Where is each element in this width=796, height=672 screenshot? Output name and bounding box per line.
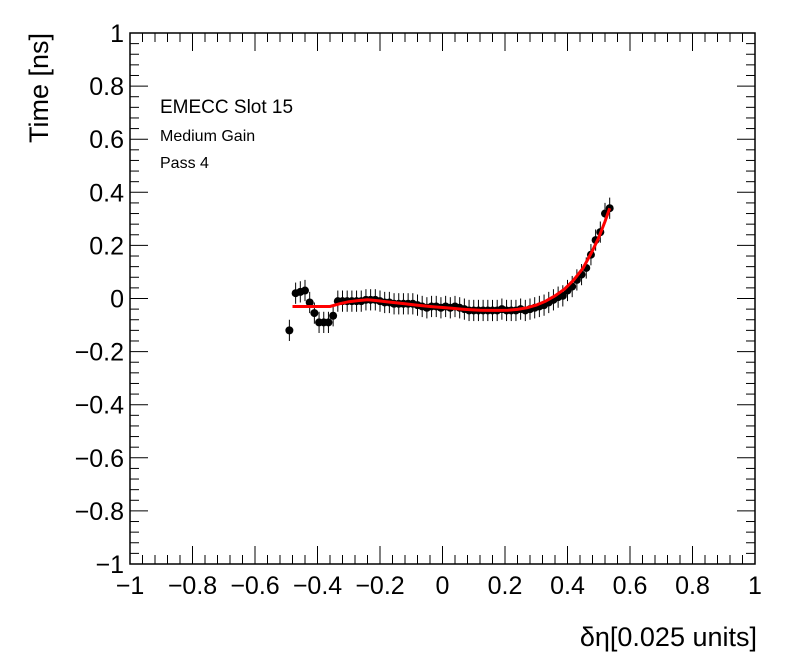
y-tick-label: 0.2 <box>89 232 124 260</box>
data-points <box>285 197 614 341</box>
data-point <box>285 326 294 335</box>
y-tick-label: 0.8 <box>89 73 124 101</box>
x-tick-label: −0.4 <box>293 572 342 600</box>
axis-ticks <box>129 32 756 565</box>
data-point <box>310 309 319 318</box>
x-tick-label: 1 <box>748 572 762 600</box>
y-tick-labels: −1 −0.8 −0.6 −0.4 −0.2 0 0.2 0.4 0.6 0.8 1 <box>75 20 124 579</box>
y-tick-label: 0 <box>110 286 124 314</box>
y-tick-label: −1 <box>95 551 124 579</box>
x-tick-label: −0.8 <box>168 572 217 600</box>
data-point <box>558 291 567 300</box>
y-tick-label: −0.8 <box>75 498 124 526</box>
x-tick-label: −0.6 <box>230 572 279 600</box>
y-tick-label: 0.6 <box>89 126 124 154</box>
x-tick-label: −1 <box>116 572 145 600</box>
y-tick-label: 0.4 <box>89 179 124 207</box>
x-tick-label: −0.2 <box>355 572 404 600</box>
x-tick-label: 0 <box>436 572 450 600</box>
data-point <box>305 298 314 307</box>
x-tick-label: 0.2 <box>488 572 523 600</box>
y-axis-title: Time [ns] <box>24 33 54 143</box>
annotation-pass: Pass 4 <box>160 155 209 172</box>
x-axis-title: δη[0.025 units] <box>580 622 757 652</box>
data-point <box>301 286 309 295</box>
fit-curve <box>292 207 612 312</box>
data-point <box>324 318 333 327</box>
data-point <box>329 311 338 320</box>
fit-line-group <box>292 207 612 312</box>
x-tick-label: 0.4 <box>550 572 585 600</box>
x-tick-labels: −1 −0.8 −0.6 −0.4 −0.2 0 0.2 0.4 0.6 0.8 1 <box>116 572 762 600</box>
x-tick-label: 0.6 <box>613 572 648 600</box>
y-tick-label: −0.2 <box>75 339 124 367</box>
y-tick-label: −0.4 <box>75 392 124 420</box>
y-tick-label: 1 <box>110 20 124 48</box>
y-tick-label: −0.6 <box>75 445 124 473</box>
annotation-gain: Medium Gain <box>160 128 255 145</box>
x-tick-label: 0.8 <box>675 572 710 600</box>
annotation-slot: EMECC Slot 15 <box>160 97 293 118</box>
